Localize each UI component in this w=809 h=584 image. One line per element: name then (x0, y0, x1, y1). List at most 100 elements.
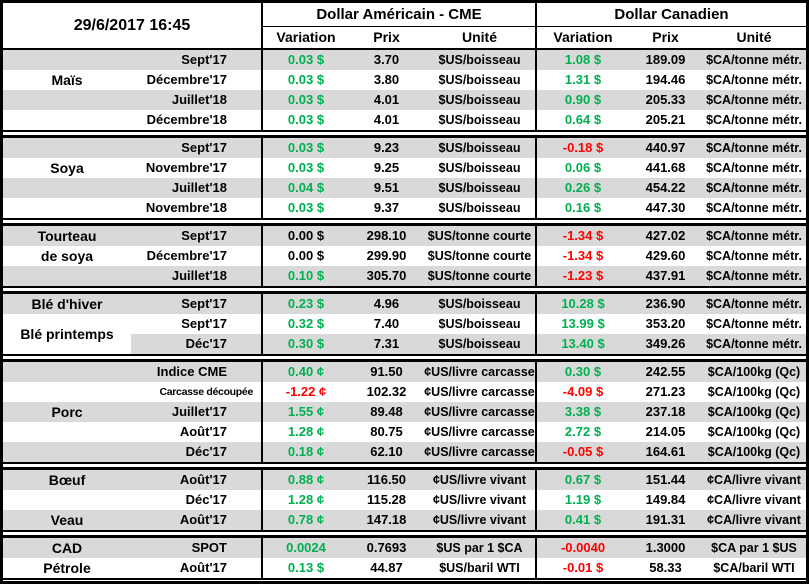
us-price: 7.40 (373, 316, 400, 331)
us-variation: -1.22 ¢ (261, 382, 349, 402)
us-variation: 0.00 $ (261, 226, 349, 246)
us-unit: $US/boisseau (438, 161, 521, 175)
us-unit: $US/tonne courte (427, 249, 532, 263)
us-price: 115.28 (366, 492, 407, 507)
us-price: 9.25 (373, 160, 400, 175)
table-row: Carcasse découpée -1.22 ¢ 102.32 ¢US/livre … (3, 382, 806, 402)
us-unite-header: Unité (462, 29, 497, 45)
us-unit: $US par 1 $CA (436, 541, 523, 555)
ca-unit: $CA/tonne métr. (706, 161, 802, 175)
contract-month: Déc'17 (185, 444, 227, 459)
us-unit: $US/tonne courte (427, 269, 532, 283)
contract-month: SPOT (191, 540, 227, 555)
ca-price: 349.26 (645, 336, 686, 351)
ca-price: 189.09 (645, 52, 686, 67)
us-variation: 1.28 ¢ (261, 422, 349, 442)
commodity-label (3, 442, 131, 462)
contract-month: Août'17 (179, 512, 227, 527)
us-variation: 0.00 $ (261, 246, 349, 266)
ca-price: 58.33 (649, 560, 682, 575)
commodity-label: Pétrole (43, 560, 91, 576)
ca-price: 437.91 (645, 268, 686, 283)
table-row: Blé d'hiver Sept'17 0.23 $ 4.96 $US/boisseau… (3, 294, 806, 314)
table-row: Juillet'18 0.10 $ 305.70 $US/tonne courte -1… (3, 266, 806, 286)
contract-month: Décembre'17 (146, 72, 227, 87)
ca-price: 237.18 (645, 404, 686, 419)
ca-price: 440.97 (645, 140, 686, 155)
section-soya: Sept'17 0.03 $ 9.23 $US/boisseau -0.18 $ 440.… (3, 135, 806, 220)
contract-month: Décembre'17 (146, 248, 227, 263)
contract-month: Indice CME (156, 364, 227, 379)
us-unit: $US/boisseau (438, 181, 521, 195)
ca-unit: $CA/tonne métr. (706, 93, 802, 107)
commodity-label: Blé printemps (3, 314, 131, 342)
ca-variation: -1.34 $ (535, 226, 629, 246)
ca-unit: $CA/100kg (Qc) (707, 405, 801, 419)
ca-price: 194.46 (645, 72, 686, 87)
commodity-label (3, 490, 131, 510)
us-unit: $US/boisseau (438, 113, 521, 127)
us-unit: $US/boisseau (438, 73, 521, 87)
ca-variation: 3.38 $ (535, 402, 629, 422)
contract-month: Juillet'18 (171, 180, 227, 195)
ca-price: 236.90 (645, 296, 686, 311)
ca-unit: $CA/tonne métr. (706, 317, 802, 331)
ca-group-title: Dollar Canadien (537, 3, 806, 27)
ca-variation: -0.18 $ (535, 138, 629, 158)
ca-variation: -4.09 $ (535, 382, 629, 402)
ca-unit: $CA/100kg (Qc) (707, 445, 801, 459)
ca-variation: 1.19 $ (535, 490, 629, 510)
ca-variation: -0.0040 (535, 538, 629, 558)
ca-prix-header: Prix (652, 29, 679, 45)
us-variation: 0.03 $ (261, 50, 349, 70)
us-variation: 1.28 ¢ (261, 490, 349, 510)
commodity-label (3, 178, 131, 198)
us-group-title: Dollar Américain - CME (263, 3, 535, 27)
table-row: Déc'17 1.28 ¢ 115.28 ¢US/livre vivant 1.19 $… (3, 490, 806, 510)
commodity-label-text: Blé printemps (20, 326, 114, 342)
us-variation: 0.78 ¢ (261, 510, 349, 530)
us-price: 305.70 (366, 268, 407, 283)
contract-month: Décembre'18 (146, 112, 227, 127)
ca-variation: 0.06 $ (535, 158, 629, 178)
ca-unit: $CA/tonne métr. (706, 229, 802, 243)
ca-subheader-row: Variation Prix Unité (537, 27, 806, 48)
ca-price: 242.55 (645, 364, 686, 379)
contract-month: Août'17 (179, 560, 227, 575)
ca-variation: -0.05 $ (535, 442, 629, 462)
table-row: CAD SPOT 0.0024 0.7693 $US par 1 $CA -0.0040 1… (3, 538, 806, 558)
commodity-label (3, 110, 131, 130)
ca-unit: $CA/tonne métr. (706, 201, 802, 215)
ca-variation: 13.99 $ (535, 314, 629, 334)
us-price: 299.90 (366, 248, 407, 263)
us-price: 89.48 (370, 404, 403, 419)
ca-unit: ¢CA/livre vivant (707, 493, 801, 507)
ca-unit: $CA/tonne métr. (706, 113, 802, 127)
us-price: 3.80 (373, 72, 400, 87)
us-dollar-column-group: Dollar Américain - CME Variation Prix Un… (261, 3, 535, 48)
section-divider (3, 132, 806, 135)
table-row: Veau Août'17 0.78 ¢ 147.18 ¢US/livre vivant 0… (3, 510, 806, 530)
ca-price: 353.20 (645, 316, 686, 331)
us-unit: $US/baril WTI (439, 561, 520, 575)
us-price: 62.10 (370, 444, 403, 459)
contract-month: Août'17 (179, 424, 227, 439)
section-divider (3, 532, 806, 535)
ca-variation: 0.30 $ (535, 362, 629, 382)
us-unit: $US/boisseau (438, 201, 521, 215)
table-row: Bœuf Août'17 0.88 ¢ 116.50 ¢US/livre vivant 0… (3, 470, 806, 490)
us-price: 4.01 (373, 92, 400, 107)
ca-variation: -1.34 $ (535, 246, 629, 266)
contract-month: Juillet'18 (171, 92, 227, 107)
section-divider (3, 220, 806, 223)
ca-unit: $CA/100kg (Qc) (707, 365, 801, 379)
ca-unit: $CA/tonne métr. (706, 141, 802, 155)
table-row: Sept'17 0.03 $ 3.70 $US/boisseau 1.08 $ 189.0… (3, 50, 806, 70)
us-price: 116.50 (366, 472, 407, 487)
timestamp: 29/6/2017 16:45 (73, 16, 191, 34)
us-variation: 0.03 $ (261, 158, 349, 178)
table-row: de soya Décembre'17 0.00 $ 299.90 $US/tonne … (3, 246, 806, 266)
ca-dollar-column-group: Dollar Canadien Variation Prix Unité (535, 3, 806, 48)
commodity-label: de soya (40, 248, 94, 264)
ca-price: 164.61 (645, 444, 686, 459)
